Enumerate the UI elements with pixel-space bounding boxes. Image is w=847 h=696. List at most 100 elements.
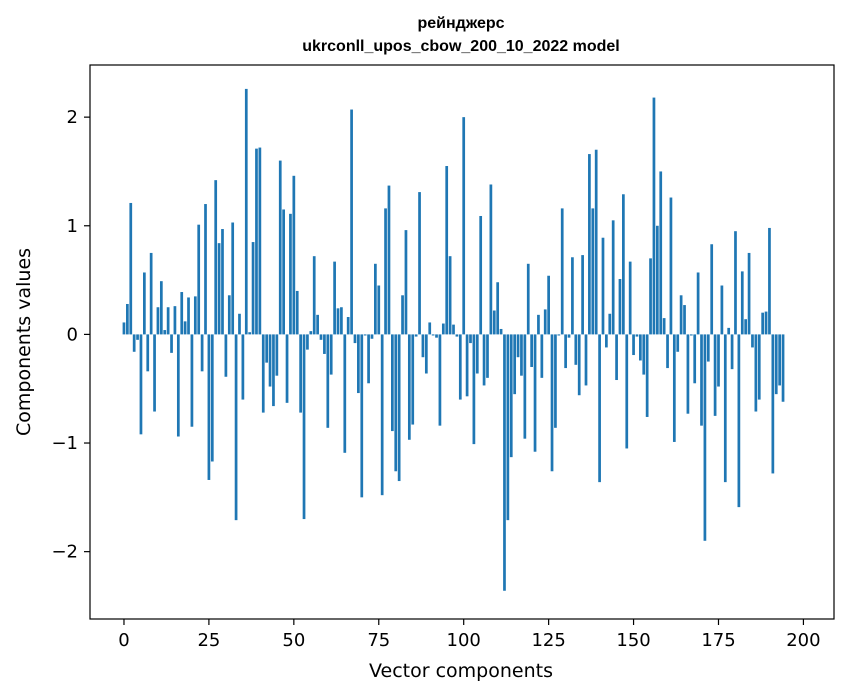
bar bbox=[469, 334, 472, 344]
bar bbox=[421, 334, 425, 358]
bar bbox=[329, 334, 333, 375]
x-axis-label: Vector components bbox=[369, 660, 553, 682]
bar bbox=[503, 334, 506, 591]
bar bbox=[482, 334, 486, 386]
bar bbox=[533, 334, 537, 452]
bar bbox=[136, 334, 139, 340]
bar bbox=[404, 230, 408, 335]
x-tick-label: 200 bbox=[786, 630, 820, 651]
bar bbox=[129, 202, 133, 335]
bar bbox=[370, 334, 374, 339]
bar bbox=[159, 281, 163, 335]
bar bbox=[268, 334, 272, 387]
bar bbox=[258, 147, 262, 335]
bar bbox=[720, 285, 724, 335]
bar bbox=[564, 334, 567, 369]
bar bbox=[190, 334, 194, 427]
bar bbox=[407, 334, 411, 440]
y-axis-ticks: −2 −1 0 1 2 bbox=[51, 107, 90, 563]
bar bbox=[700, 334, 703, 426]
bar bbox=[193, 296, 197, 335]
bar bbox=[173, 306, 177, 335]
bar bbox=[387, 185, 391, 335]
bar bbox=[632, 334, 635, 356]
bar bbox=[723, 334, 727, 483]
bar bbox=[448, 256, 452, 335]
bar bbox=[516, 334, 520, 358]
bar bbox=[143, 272, 146, 335]
x-tick-label: 150 bbox=[616, 630, 650, 651]
bar bbox=[214, 180, 218, 335]
bar bbox=[183, 321, 187, 335]
bar bbox=[312, 256, 316, 335]
bar bbox=[292, 175, 296, 335]
chart-subtitle: ukrconll_upos_cbow_200_10_2022 model bbox=[302, 38, 619, 55]
bar bbox=[210, 334, 214, 462]
bar bbox=[666, 334, 669, 369]
bar bbox=[346, 317, 350, 335]
bar bbox=[757, 334, 761, 400]
bar bbox=[774, 334, 778, 395]
bar bbox=[754, 334, 758, 412]
bar bbox=[571, 257, 574, 335]
bar bbox=[302, 334, 306, 520]
bar bbox=[744, 319, 748, 335]
bar bbox=[479, 215, 483, 335]
bar bbox=[197, 224, 201, 335]
bar bbox=[458, 334, 462, 400]
bar bbox=[710, 244, 714, 335]
bar bbox=[747, 252, 751, 335]
bar bbox=[299, 334, 302, 413]
bar bbox=[526, 263, 530, 335]
bar bbox=[652, 97, 656, 335]
bar bbox=[309, 331, 313, 335]
bar bbox=[241, 334, 245, 400]
y-axis-label: Components values bbox=[13, 248, 35, 436]
bar bbox=[520, 334, 523, 376]
bar bbox=[251, 242, 255, 335]
bar bbox=[176, 334, 180, 437]
bar bbox=[567, 334, 571, 338]
bar bbox=[289, 213, 292, 335]
bar bbox=[554, 334, 557, 428]
bar bbox=[323, 334, 326, 354]
bar bbox=[336, 308, 340, 335]
bar bbox=[492, 310, 496, 335]
bar bbox=[676, 334, 680, 352]
bar bbox=[132, 334, 136, 352]
bar bbox=[740, 271, 744, 335]
bar bbox=[231, 222, 235, 335]
y-tick-label: 2 bbox=[67, 107, 78, 128]
bar bbox=[489, 184, 493, 335]
bar bbox=[588, 154, 591, 335]
bar bbox=[391, 334, 394, 432]
bar bbox=[540, 334, 544, 378]
bar bbox=[217, 243, 221, 335]
bar bbox=[221, 229, 224, 335]
plot-frame bbox=[89, 64, 835, 620]
bar bbox=[594, 149, 598, 335]
bar bbox=[401, 295, 404, 335]
bar bbox=[316, 314, 319, 335]
bar bbox=[238, 313, 241, 335]
bar bbox=[156, 307, 160, 335]
bar bbox=[625, 334, 629, 449]
bar bbox=[713, 334, 717, 416]
x-tick-label: 125 bbox=[531, 630, 565, 651]
bar bbox=[628, 261, 632, 335]
bar bbox=[696, 272, 700, 335]
bar bbox=[737, 334, 741, 508]
bar bbox=[472, 334, 476, 445]
bar bbox=[139, 334, 143, 435]
bar bbox=[285, 334, 289, 403]
bar bbox=[499, 328, 503, 335]
bar bbox=[374, 263, 377, 335]
bar bbox=[601, 237, 605, 335]
bar bbox=[717, 334, 720, 387]
bar bbox=[200, 334, 204, 372]
bar bbox=[679, 295, 683, 335]
bar bbox=[649, 258, 652, 335]
y-tick-label: 0 bbox=[67, 324, 78, 345]
bar bbox=[581, 255, 584, 335]
